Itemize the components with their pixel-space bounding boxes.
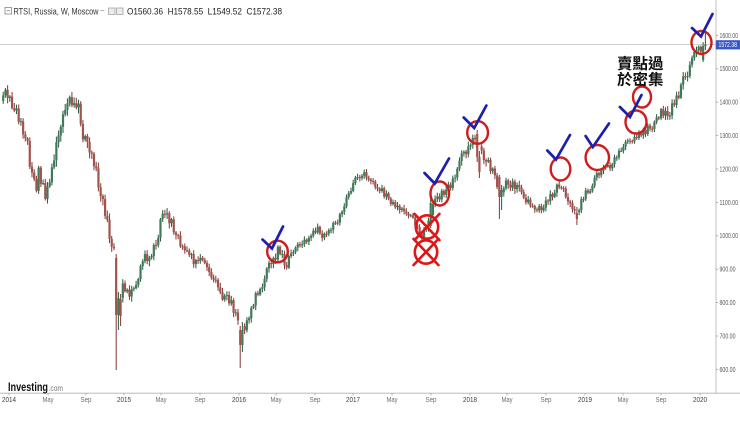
- svg-text:RTSI, Russia, W, Moscow: RTSI, Russia, W, Moscow: [14, 7, 99, 17]
- svg-text:Sep: Sep: [81, 397, 92, 404]
- svg-text:1400.00: 1400.00: [720, 100, 739, 107]
- svg-text:800.00: 800.00: [720, 300, 736, 307]
- svg-text:O1560.36 H1578.55 L1549.52: O1560.36 H1578.55 L1549.52 C1572.38: [127, 7, 282, 17]
- svg-text:1572.38: 1572.38: [719, 42, 738, 49]
- svg-text:2016: 2016: [232, 397, 246, 404]
- svg-text:2017: 2017: [346, 397, 360, 404]
- svg-text:1500.00: 1500.00: [720, 66, 739, 73]
- svg-text:May: May: [43, 397, 54, 404]
- svg-text:.com: .com: [49, 383, 64, 393]
- svg-text:2020: 2020: [693, 397, 707, 404]
- svg-text:700.00: 700.00: [720, 333, 736, 340]
- svg-text:2019: 2019: [578, 397, 592, 404]
- svg-text:May: May: [271, 397, 282, 404]
- svg-text:May: May: [502, 397, 513, 404]
- svg-text:Sep: Sep: [541, 397, 552, 404]
- svg-text:~: ~: [100, 7, 105, 16]
- svg-text:May: May: [618, 397, 629, 404]
- svg-text:May: May: [387, 397, 398, 404]
- svg-text:May: May: [156, 397, 167, 404]
- svg-text:Sep: Sep: [195, 397, 206, 404]
- svg-text:2018: 2018: [463, 397, 477, 404]
- svg-text:2014: 2014: [2, 397, 16, 404]
- svg-text:Sep: Sep: [656, 397, 667, 404]
- svg-text:Sep: Sep: [426, 397, 437, 404]
- svg-text:900.00: 900.00: [720, 267, 736, 274]
- svg-text:600.00: 600.00: [720, 367, 736, 374]
- svg-text:Investing: Investing: [8, 382, 48, 394]
- svg-text:Sep: Sep: [310, 397, 321, 404]
- svg-text:1600.00: 1600.00: [720, 33, 739, 40]
- svg-text:1100.00: 1100.00: [720, 200, 739, 207]
- svg-text:1000.00: 1000.00: [720, 233, 739, 240]
- svg-text:1200.00: 1200.00: [720, 166, 739, 173]
- svg-text:2015: 2015: [117, 397, 131, 404]
- svg-text:1300.00: 1300.00: [720, 133, 739, 140]
